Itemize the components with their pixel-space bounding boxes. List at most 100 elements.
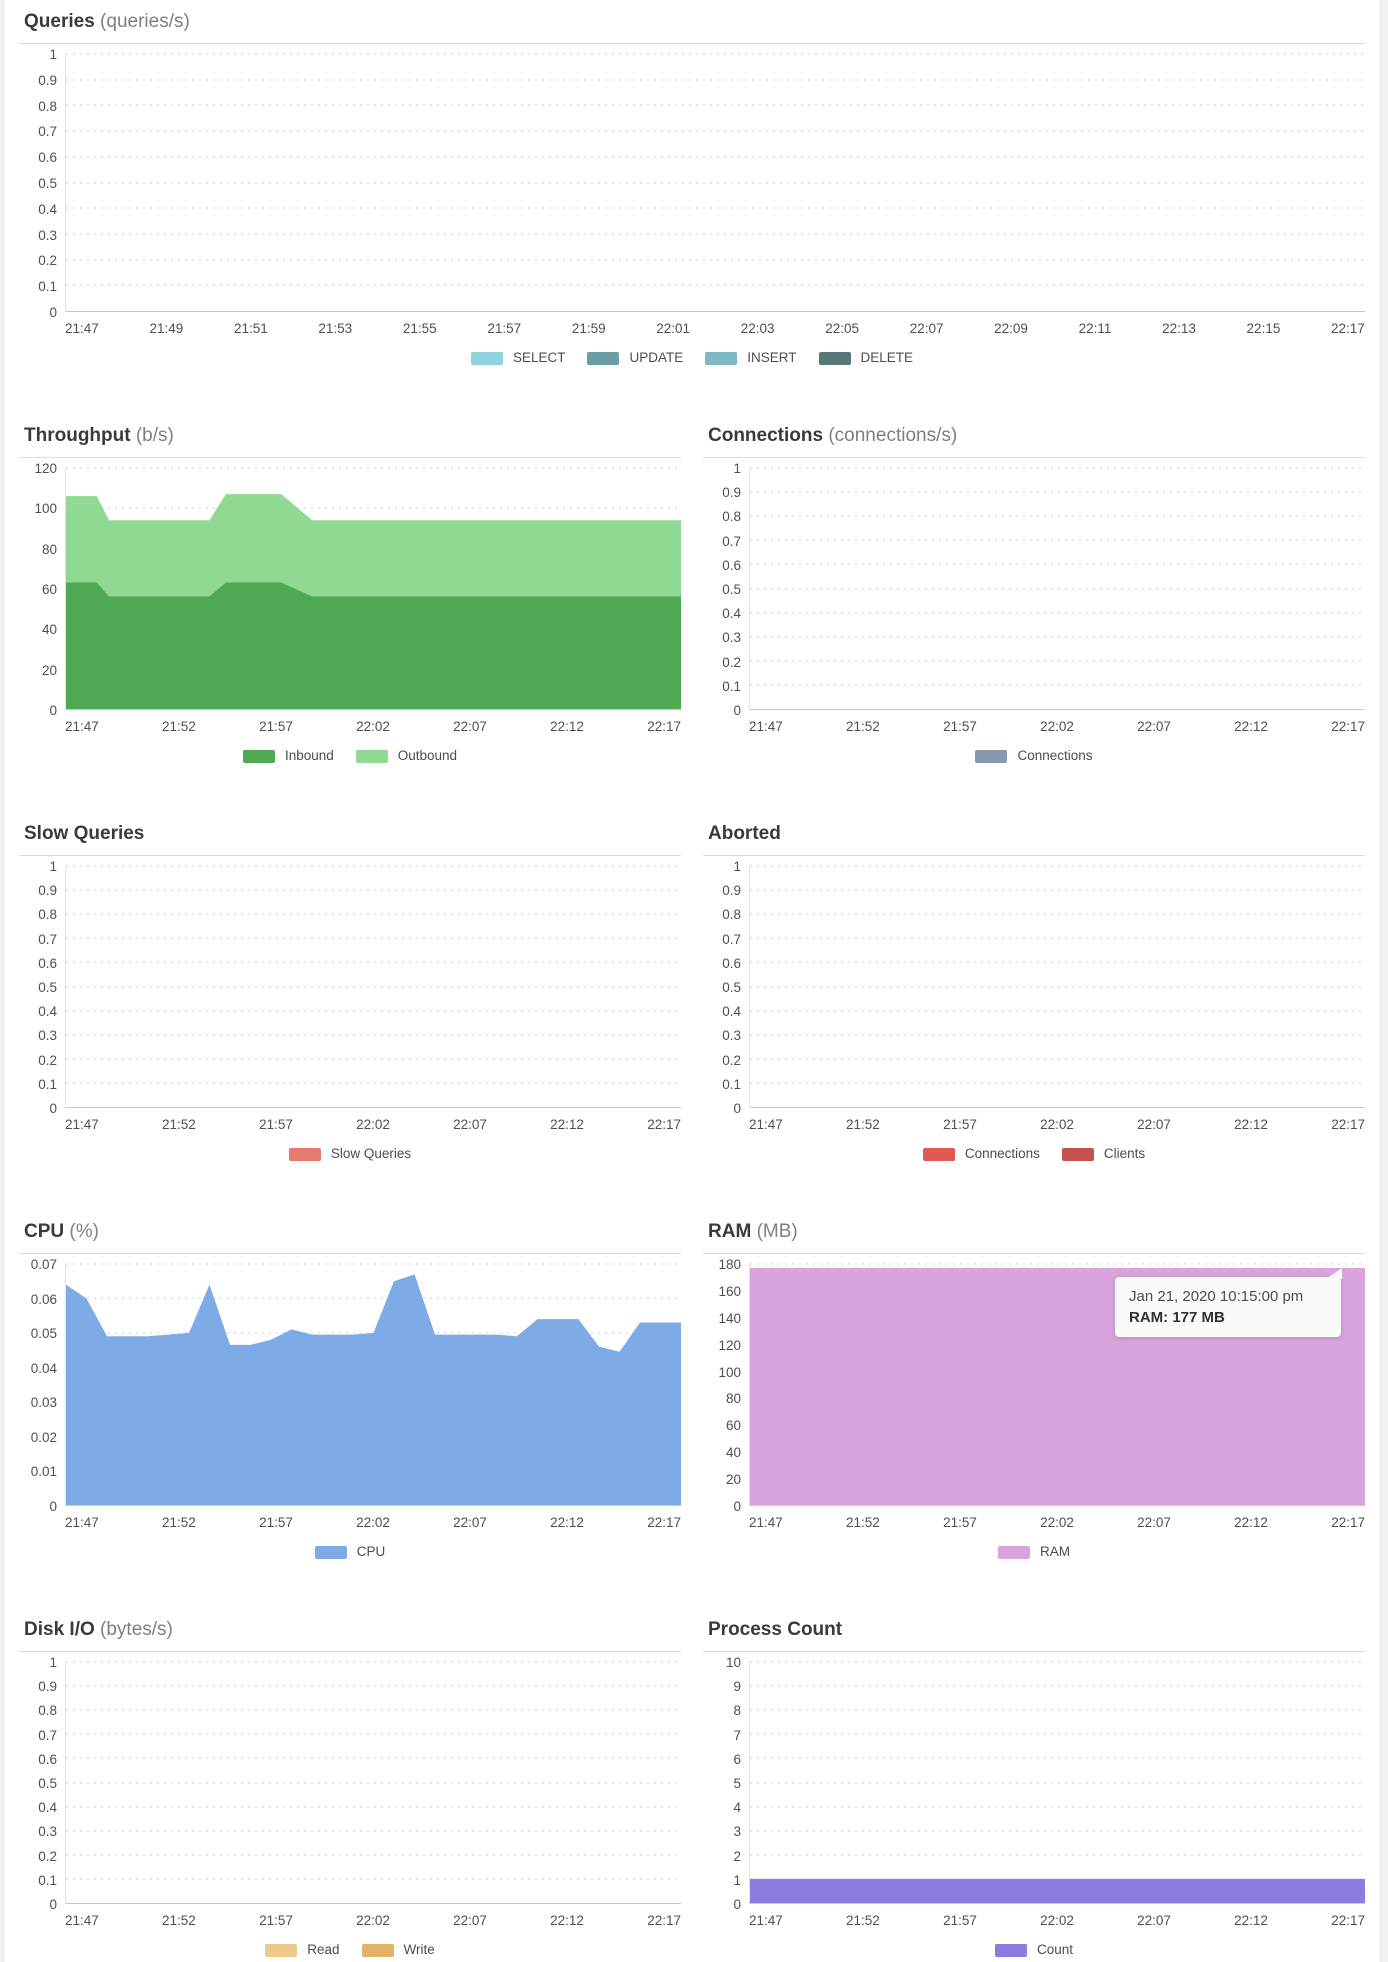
x-tick-label: 22:17 [1331,1117,1365,1132]
chart-panel-throughput: Throughput (b/s) 120 100 80 60 40 20 0 21:47 21… [19,420,681,764]
chart-title: Disk I/O [24,1619,95,1640]
gridline [66,1853,681,1856]
x-tick-label: 22:11 [1078,321,1112,336]
y-tick-label: 120 [34,461,57,476]
y-tick-label: 0.6 [38,955,57,971]
x-tick-label: 22:07 [1137,1117,1171,1132]
y-tick-label: 3 [733,1824,741,1840]
gridline [750,1805,1365,1808]
gridline [66,1033,681,1036]
gridline [750,587,1365,590]
x-tick-label: 22:12 [550,1117,584,1132]
y-tick-label: 0 [49,305,57,320]
y-tick-label: 0.8 [38,1703,57,1719]
x-tick-label: 22:17 [1331,321,1365,336]
gridline [66,507,681,510]
plot-area-slow-queries[interactable] [65,865,681,1108]
x-axis-labels: 21:47 21:52 21:57 22:02 22:07 22:12 22:17 [749,1108,1365,1133]
legend-item-delete[interactable]: DELETE [818,350,913,366]
y-tick-label: 0.2 [38,1848,57,1864]
legend-item-write[interactable]: Write [361,1942,435,1958]
legend-swatch [994,1943,1027,1957]
chart-subtitle: (connections/s) [828,425,958,446]
x-tick-label: 22:07 [453,719,487,734]
gridline [66,53,1365,55]
y-tick-label: 0.9 [722,485,741,501]
x-tick-label: 22:09 [994,321,1028,336]
plot-area-queries[interactable] [65,53,1365,312]
plot-area-throughput[interactable] [65,467,681,710]
gridline [750,467,1365,469]
y-tick-label: 0.5 [722,980,741,995]
chart-panel-slow-queries: Slow Queries 1 0.9 0.8 0.7 0.6 0.5 0.4 0.3 0.2 0.… [19,818,681,1162]
y-tick-label: 60 [725,1418,741,1434]
legend-item-update[interactable]: UPDATE [587,350,683,366]
y-tick-label: 0.4 [38,1800,57,1816]
y-tick-label: 80 [41,541,57,557]
legend-item-inbound[interactable]: Inbound [242,748,334,764]
x-tick-label: 21:52 [162,1913,196,1928]
row-cpu-ram: CPU (%) 0.07 0.06 0.05 0.04 0.03 0.02 0.01 0 21… [19,1216,1365,1560]
legend-item-cpu[interactable]: CPU [314,1544,385,1560]
y-tick-label: 0.01 [30,1464,57,1480]
legend-item-slow-queries[interactable]: Slow Queries [288,1146,411,1162]
x-tick-label: 21:47 [749,719,783,734]
gridline [66,1263,681,1265]
legend-item-read[interactable]: Read [265,1942,340,1958]
legend-item-count[interactable]: Count [994,1942,1073,1958]
chart-subtitle: (bytes/s) [100,1619,173,1640]
y-tick-label: 0.3 [38,227,57,243]
gridline [66,104,1365,107]
y-tick-label: 1 [49,1655,57,1670]
x-tick-label: 21:47 [749,1913,783,1928]
plot-area-connections[interactable] [749,467,1365,710]
plot-area-process-count[interactable] [749,1661,1365,1904]
legend-swatch [705,351,738,365]
y-tick-label: 100 [34,501,57,517]
plot-area-ram[interactable]: Jan 21, 2020 10:15:00 pm RAM: 177 MB [749,1263,1365,1506]
x-tick-label: 22:17 [647,1515,681,1530]
y-tick-label: 0.05 [30,1326,57,1342]
plot-row: 1 0.9 0.8 0.7 0.6 0.5 0.4 0.3 0.2 0.1 0 [19,1655,681,1912]
y-tick-label: 0.7 [38,931,57,947]
legend-item-clients[interactable]: Clients [1061,1146,1146,1162]
x-tick-label: 21:57 [943,1515,977,1530]
plot-area-aborted[interactable] [749,865,1365,1108]
gridline [750,913,1365,916]
legend-item-outbound[interactable]: Outbound [355,748,458,764]
chart-header: Queries (queries/s) [19,6,1365,44]
row-slowqueries-aborted: Slow Queries 1 0.9 0.8 0.7 0.6 0.5 0.4 0.3 0.2 0.… [19,818,1365,1162]
plot-area-disk-io[interactable] [65,1661,681,1904]
chart-title: Slow Queries [24,823,145,844]
legend-item-select[interactable]: SELECT [470,350,565,366]
y-tick-label: 0.04 [30,1360,57,1376]
legend-label: INSERT [747,350,797,365]
y-tick-label: 1 [49,47,57,62]
gridline [66,1877,681,1880]
gridline [750,865,1365,867]
x-tick-label: 21:59 [571,321,606,336]
y-tick-label: 0.5 [722,582,741,597]
legend-label: Clients [1103,1146,1146,1161]
x-tick-label: 22:02 [356,1117,390,1132]
legend-item-connections[interactable]: Connections [922,1146,1040,1162]
legend-item-insert[interactable]: INSERT [705,350,797,366]
x-tick-label: 21:57 [487,321,522,336]
legend-item-ram[interactable]: RAM [998,1544,1070,1560]
y-tick-label: 0.4 [722,1004,741,1020]
plot-area-cpu[interactable] [65,1263,681,1506]
legend-label: Outbound [397,748,458,763]
legend-item-connections[interactable]: Connections [975,748,1093,764]
x-tick-label: 21:49 [149,321,184,336]
gridline [66,1685,681,1688]
gridline [750,491,1365,494]
x-axis-labels: 21:47 21:52 21:57 22:02 22:07 22:12 22:17 [749,1506,1365,1531]
x-axis-labels: 21:47 21:52 21:57 22:02 22:07 22:12 22:17 [65,1506,681,1531]
gridline [750,1757,1365,1760]
legend-label: Connections [1017,748,1093,763]
x-tick-label: 22:07 [1137,1515,1171,1530]
chart-title: CPU [24,1221,65,1242]
y-tick-label: 0.1 [722,1076,741,1092]
legend-swatch [314,1545,347,1559]
plot-row: 120 100 80 60 40 20 0 [19,461,681,718]
